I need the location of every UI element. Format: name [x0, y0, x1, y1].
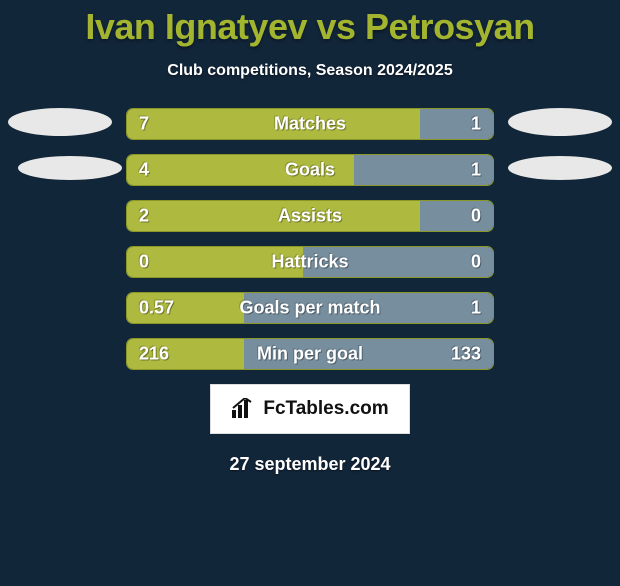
brand-badge[interactable]: FcTables.com [210, 384, 410, 434]
player-right-avatar-placeholder [508, 108, 612, 136]
stat-value-left: 0.57 [139, 298, 174, 319]
brand-label: FcTables.com [263, 398, 388, 420]
stat-bar-left-fill [127, 201, 420, 231]
comparison-bars: 7 1 Matches 4 1 Goals 2 0 Assists 0 0 Hattricks 0.57… [0, 108, 620, 370]
stat-value-left: 7 [139, 114, 149, 135]
stat-bar-right-fill [420, 109, 493, 139]
brand-icon [231, 398, 257, 420]
stat-label: Goals per match [239, 298, 380, 319]
subtitle: Club competitions, Season 2024/2025 [0, 62, 620, 80]
stat-value-left: 2 [139, 206, 149, 227]
stat-label: Goals [285, 160, 335, 181]
stat-label: Min per goal [257, 344, 363, 365]
stat-value-right: 0 [471, 252, 481, 273]
footer-date: 27 september 2024 [0, 454, 620, 475]
player-left-avatar-placeholder [8, 108, 112, 136]
stat-label: Assists [278, 206, 342, 227]
stat-label: Hattricks [271, 252, 348, 273]
stat-value-left: 216 [139, 344, 169, 365]
stat-value-left: 4 [139, 160, 149, 181]
player-right-club-placeholder [508, 156, 612, 180]
stat-label: Matches [274, 114, 346, 135]
stat-value-right: 0 [471, 206, 481, 227]
stat-bar: 7 1 Matches [126, 108, 494, 140]
stat-bar: 4 1 Goals [126, 154, 494, 186]
stat-value-right: 1 [471, 298, 481, 319]
stat-bar: 216 133 Min per goal [126, 338, 494, 370]
stat-bar-right-fill [420, 201, 493, 231]
stat-value-left: 0 [139, 252, 149, 273]
stat-bar: 0 0 Hattricks [126, 246, 494, 278]
player-left-club-placeholder [18, 156, 122, 180]
stat-value-right: 1 [471, 114, 481, 135]
stat-bar: 2 0 Assists [126, 200, 494, 232]
stat-value-right: 133 [451, 344, 481, 365]
page-title: Ivan Ignatyev vs Petrosyan [0, 6, 620, 48]
stat-value-right: 1 [471, 160, 481, 181]
stat-bar: 0.57 1 Goals per match [126, 292, 494, 324]
